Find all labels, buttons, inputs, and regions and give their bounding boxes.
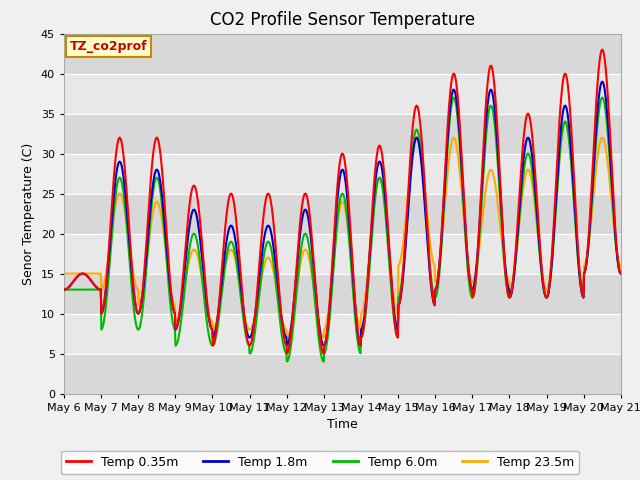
Temp 0.35m: [285, 344, 293, 350]
Temp 23.5m: [60, 271, 68, 276]
Temp 23.5m: [617, 271, 625, 276]
Temp 23.5m: [443, 178, 451, 184]
Temp 6.0m: [505, 294, 513, 300]
Temp 1.8m: [505, 286, 513, 292]
Y-axis label: Senor Temperature (C): Senor Temperature (C): [22, 143, 35, 285]
Temp 1.8m: [60, 287, 68, 292]
Temp 0.35m: [320, 351, 328, 357]
Bar: [64, 313, 621, 354]
Bar: [64, 193, 621, 234]
Temp 6.0m: [285, 353, 293, 359]
Temp 23.5m: [117, 192, 125, 197]
Temp 1.8m: [443, 147, 451, 153]
Temp 23.5m: [305, 256, 313, 262]
Temp 6.0m: [443, 155, 451, 161]
Bar: [64, 114, 621, 154]
Text: TZ_co2prof: TZ_co2prof: [70, 40, 147, 53]
Temp 23.5m: [495, 209, 502, 215]
Temp 0.35m: [617, 271, 625, 276]
Temp 1.8m: [285, 337, 293, 343]
Bar: [64, 234, 621, 274]
Temp 6.0m: [117, 176, 125, 182]
Temp 0.35m: [495, 151, 502, 157]
Temp 0.35m: [60, 287, 68, 292]
Bar: [64, 34, 621, 73]
Line: Temp 6.0m: Temp 6.0m: [64, 97, 621, 361]
Line: Temp 1.8m: Temp 1.8m: [64, 82, 621, 346]
Temp 0.35m: [598, 47, 606, 52]
Temp 23.5m: [505, 278, 513, 284]
Bar: [64, 274, 621, 313]
Temp 6.0m: [60, 287, 68, 292]
Temp 6.0m: [305, 244, 313, 250]
Line: Temp 0.35m: Temp 0.35m: [64, 49, 621, 354]
Temp 23.5m: [320, 335, 328, 340]
Temp 23.5m: [285, 331, 293, 337]
Temp 0.35m: [117, 136, 125, 142]
Temp 1.8m: [117, 160, 125, 166]
Temp 1.8m: [598, 79, 606, 84]
X-axis label: Time: Time: [327, 418, 358, 431]
Temp 6.0m: [598, 95, 606, 100]
Temp 0.35m: [505, 294, 513, 300]
Line: Temp 23.5m: Temp 23.5m: [64, 121, 621, 337]
Temp 0.35m: [443, 136, 451, 142]
Temp 1.8m: [617, 271, 625, 276]
Bar: [64, 154, 621, 193]
Temp 1.8m: [495, 163, 502, 168]
Temp 1.8m: [305, 221, 313, 227]
Temp 23.5m: [561, 119, 569, 124]
Temp 6.0m: [617, 271, 625, 276]
Temp 1.8m: [320, 343, 328, 348]
Title: CO2 Profile Sensor Temperature: CO2 Profile Sensor Temperature: [210, 11, 475, 29]
Temp 6.0m: [495, 176, 502, 181]
Legend: Temp 0.35m, Temp 1.8m, Temp 6.0m, Temp 23.5m: Temp 0.35m, Temp 1.8m, Temp 6.0m, Temp 2…: [61, 451, 579, 474]
Temp 0.35m: [305, 208, 313, 214]
Bar: [64, 354, 621, 394]
Bar: [64, 73, 621, 114]
Temp 6.0m: [320, 359, 328, 364]
